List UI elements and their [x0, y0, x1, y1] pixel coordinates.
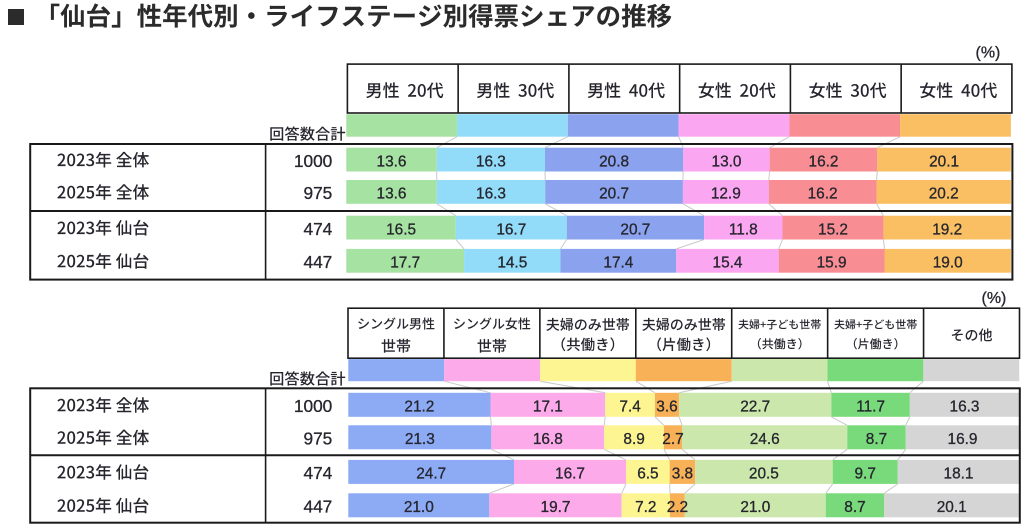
- svg-text:8.7: 8.7: [844, 499, 865, 516]
- svg-text:447: 447: [303, 252, 332, 272]
- svg-text:2.7: 2.7: [662, 431, 683, 448]
- svg-text:(%): (%): [982, 290, 1007, 307]
- svg-text:21.0: 21.0: [740, 499, 770, 516]
- svg-text:3.6: 3.6: [656, 399, 677, 416]
- svg-text:1000: 1000: [294, 396, 332, 416]
- svg-text:8.9: 8.9: [623, 431, 644, 448]
- svg-text:11.7: 11.7: [856, 399, 885, 416]
- svg-text:24.7: 24.7: [416, 466, 446, 483]
- svg-text:19.0: 19.0: [933, 255, 963, 272]
- svg-text:16.7: 16.7: [555, 466, 585, 483]
- svg-text:13.6: 13.6: [377, 186, 407, 203]
- svg-text:14.5: 14.5: [497, 255, 527, 272]
- svg-text:15.4: 15.4: [713, 255, 743, 272]
- svg-text:21.3: 21.3: [405, 431, 435, 448]
- svg-text:9.7: 9.7: [854, 466, 875, 483]
- svg-text:13.0: 13.0: [712, 153, 742, 170]
- svg-text:17.1: 17.1: [533, 399, 563, 416]
- svg-text:19.7: 19.7: [541, 499, 571, 516]
- svg-text:16.2: 16.2: [809, 153, 839, 170]
- svg-text:975: 975: [303, 183, 332, 203]
- svg-text:20.7: 20.7: [599, 186, 629, 203]
- svg-text:13.6: 13.6: [377, 153, 407, 170]
- svg-text:21.2: 21.2: [404, 399, 434, 416]
- svg-text:16.3: 16.3: [476, 186, 506, 203]
- svg-text:16.9: 16.9: [948, 431, 978, 448]
- svg-text:20.2: 20.2: [929, 186, 959, 203]
- svg-text:447: 447: [303, 497, 332, 517]
- svg-text:6.5: 6.5: [637, 466, 658, 483]
- svg-text:18.1: 18.1: [944, 466, 974, 483]
- svg-text:20.7: 20.7: [620, 221, 650, 238]
- svg-text:16.3: 16.3: [476, 153, 506, 170]
- svg-text:16.8: 16.8: [533, 431, 563, 448]
- svg-text:16.3: 16.3: [950, 399, 980, 416]
- svg-text:2.2: 2.2: [667, 499, 688, 516]
- svg-text:20.5: 20.5: [749, 466, 779, 483]
- svg-text:15.9: 15.9: [817, 255, 847, 272]
- svg-text:7.4: 7.4: [619, 399, 641, 416]
- svg-text:19.2: 19.2: [932, 221, 962, 238]
- svg-text:21.0: 21.0: [404, 499, 434, 516]
- svg-text:22.7: 22.7: [740, 399, 770, 416]
- svg-text:17.7: 17.7: [390, 255, 420, 272]
- svg-text:(%): (%): [976, 45, 1001, 62]
- svg-text:16.2: 16.2: [808, 186, 838, 203]
- svg-text:474: 474: [303, 463, 332, 483]
- svg-text:11.8: 11.8: [729, 221, 758, 238]
- svg-text:16.7: 16.7: [496, 221, 526, 238]
- svg-text:3.8: 3.8: [672, 466, 693, 483]
- svg-text:20.1: 20.1: [937, 499, 967, 516]
- svg-text:975: 975: [303, 429, 332, 449]
- svg-text:15.2: 15.2: [818, 221, 848, 238]
- svg-text:17.4: 17.4: [603, 255, 633, 272]
- svg-text:1000: 1000: [294, 151, 332, 171]
- svg-text:12.9: 12.9: [711, 186, 741, 203]
- svg-text:8.7: 8.7: [866, 431, 887, 448]
- svg-text:16.5: 16.5: [386, 221, 416, 238]
- svg-text:7.2: 7.2: [635, 499, 656, 516]
- svg-text:20.8: 20.8: [599, 153, 629, 170]
- svg-text:24.6: 24.6: [750, 431, 780, 448]
- svg-text:20.1: 20.1: [929, 153, 959, 170]
- svg-text:474: 474: [303, 219, 332, 239]
